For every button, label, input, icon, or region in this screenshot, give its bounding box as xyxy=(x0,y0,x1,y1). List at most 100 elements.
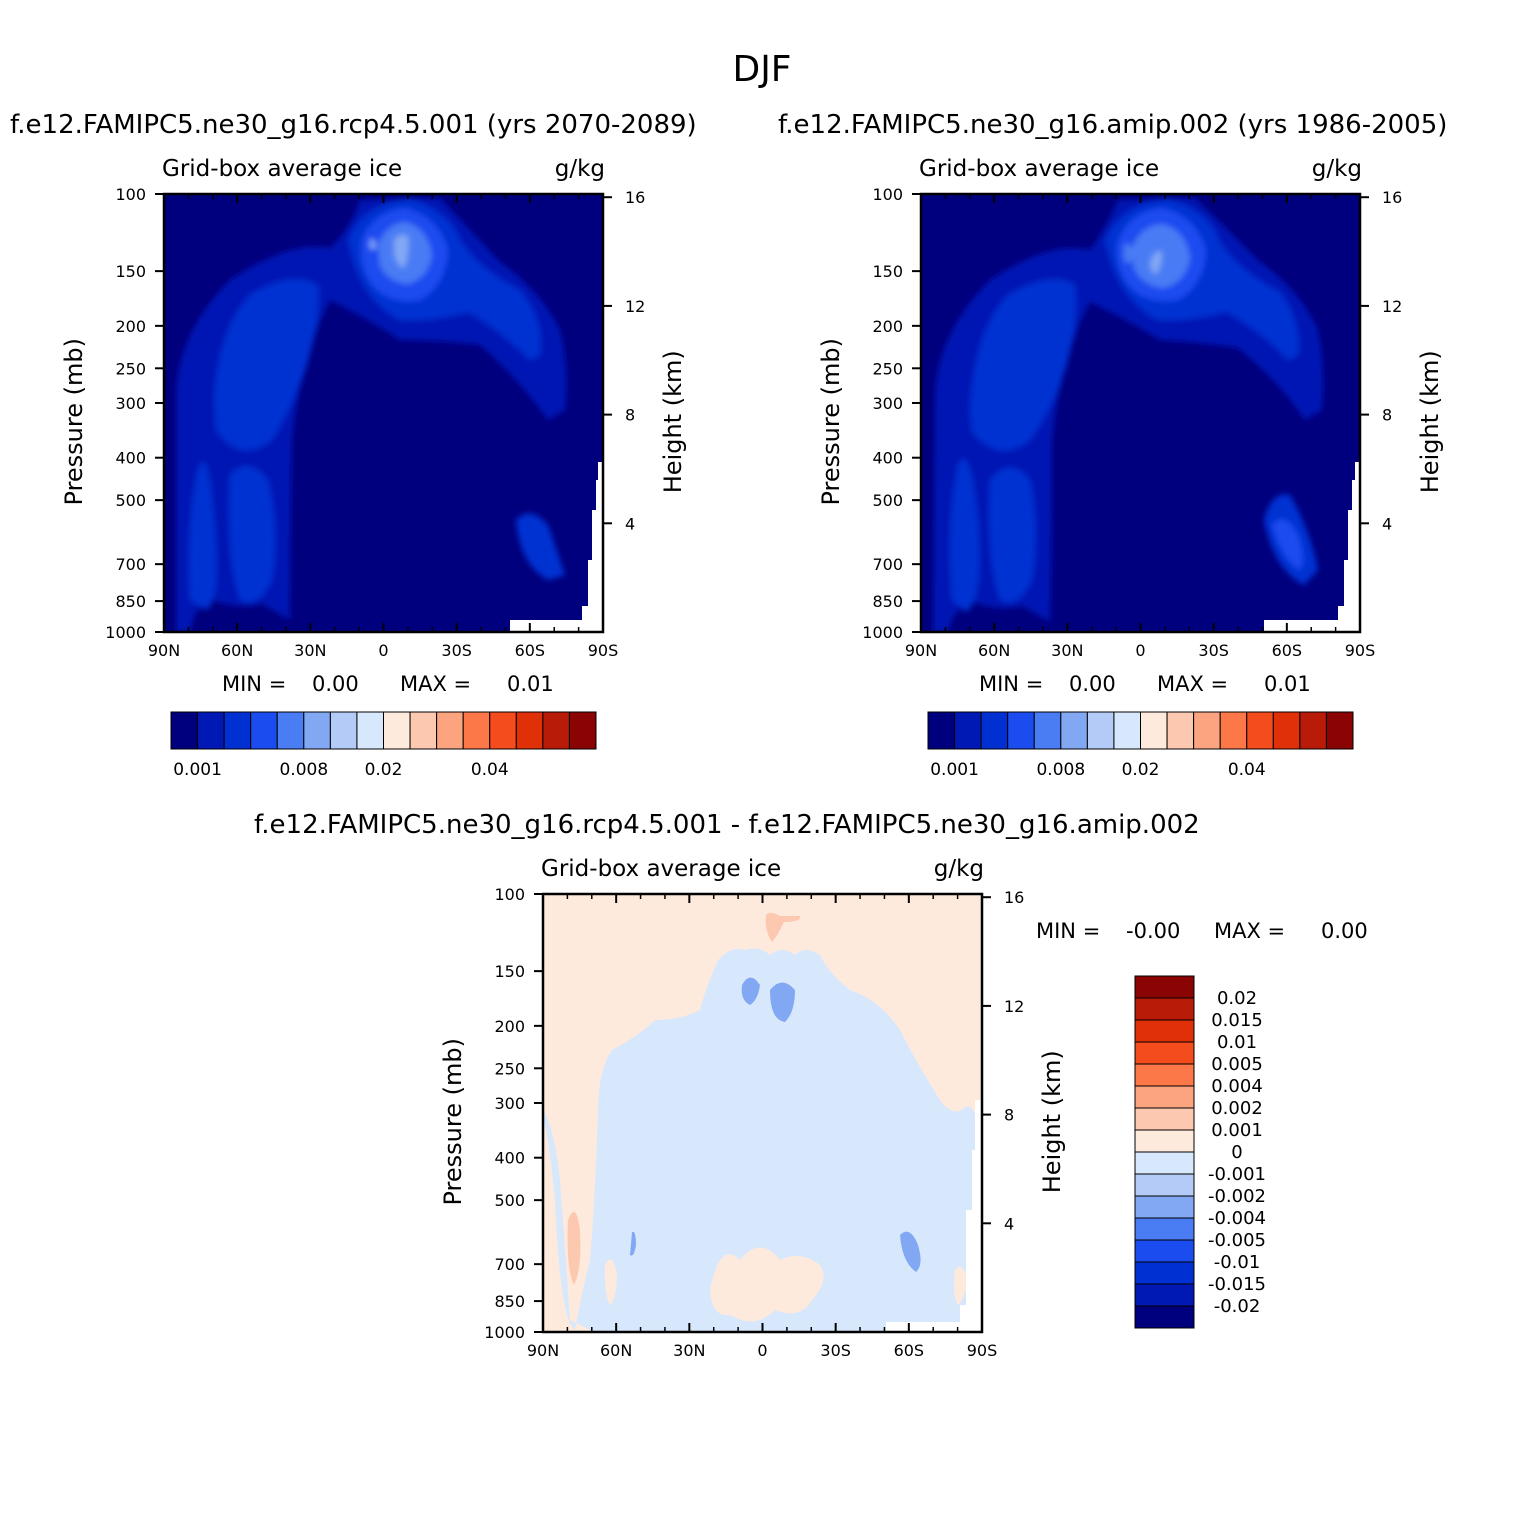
colorbar-swatch xyxy=(1134,1195,1195,1219)
colorbar-swatch xyxy=(1134,1019,1195,1043)
y-tick-label: 100 xyxy=(494,885,525,904)
panel-title-control: f.e12.FAMIPC5.ne30_g16.amip.002 (yrs 198… xyxy=(778,110,1448,140)
colorbar-swatch xyxy=(197,711,225,750)
missing-data-mask xyxy=(886,1100,982,1332)
x-tick-label: 60N xyxy=(978,641,1010,660)
field-control xyxy=(921,194,1360,632)
colorbar-tick-label: -0.005 xyxy=(1208,1230,1266,1251)
colorbar-tick-label: 0.005 xyxy=(1211,1054,1263,1075)
x-tick-label: 30N xyxy=(673,1341,705,1360)
y-tick-label: 850 xyxy=(872,592,903,611)
min-label: MIN = xyxy=(1036,919,1100,943)
y-tick-label: 700 xyxy=(494,1255,525,1274)
colorbar-swatch xyxy=(223,711,252,750)
x-tick-label: 60N xyxy=(600,1341,632,1360)
x-tick-label: 0 xyxy=(757,1341,767,1360)
x-tick-label: 90N xyxy=(527,1341,559,1360)
x-tick-label: 30S xyxy=(820,1341,851,1360)
colorbar-swatch xyxy=(1033,711,1062,750)
x-tick-label: 30S xyxy=(441,641,472,660)
y2-axis-title: Height (km) xyxy=(1416,350,1444,493)
colorbar-swatch xyxy=(1219,711,1248,750)
colorbar-tick-label: 0.002 xyxy=(1211,1098,1263,1119)
y2-tick-label: 12 xyxy=(625,297,645,316)
colorbar-tick-label: -0.002 xyxy=(1208,1186,1266,1207)
variable-label: Grid-box average ice xyxy=(541,856,781,882)
y-tick-label: 500 xyxy=(494,1191,525,1210)
y-tick-label: 400 xyxy=(872,449,903,468)
y-axis-title: Pressure (mb) xyxy=(439,1038,467,1205)
min-label: MIN = xyxy=(222,672,286,696)
colorbar-difference: 0.020.0150.010.0050.0040.0020.0010-0.001… xyxy=(1134,975,1266,1329)
colorbar-swatch xyxy=(489,711,517,750)
colorbar-tick-label: 0.04 xyxy=(471,760,509,780)
colorbar-swatch xyxy=(1166,711,1195,750)
colorbar-tick-label: -0.001 xyxy=(1208,1164,1266,1185)
colorbar-swatch xyxy=(383,711,411,750)
colorbar-swatch xyxy=(1134,1305,1195,1329)
y-axis-title: Pressure (mb) xyxy=(817,338,845,505)
y-tick-label: 150 xyxy=(494,962,525,981)
colorbar-tick-label: 0.02 xyxy=(1217,988,1257,1009)
y-tick-label: 400 xyxy=(115,449,146,468)
max-label: MAX = xyxy=(1214,919,1285,943)
colorbar-swatch xyxy=(1193,711,1221,750)
max-value: 0.01 xyxy=(1264,672,1311,696)
y-tick-label: 850 xyxy=(115,592,146,611)
colorbar-swatch xyxy=(1007,711,1035,750)
x-tick-label: 30N xyxy=(294,641,326,660)
y2-tick-label: 8 xyxy=(1382,406,1392,425)
panel-title-difference: f.e12.FAMIPC5.ne30_g16.rcp4.5.001 - f.e1… xyxy=(254,810,1200,840)
y-tick-label: 150 xyxy=(872,262,903,281)
colorbar-control: 0.001 0.008 0.02 0.04 xyxy=(927,711,1354,780)
y-tick-label: 200 xyxy=(872,317,903,336)
panel-title-case: f.e12.FAMIPC5.ne30_g16.rcp4.5.001 (yrs 2… xyxy=(10,110,697,140)
x-tick-label: 60S xyxy=(894,1341,925,1360)
y2-tick-label: 16 xyxy=(1382,188,1402,207)
plot-axes-difference: 90N 60N 30N 0 30S 60S 90S 100 150 200 250 300 400 500… xyxy=(439,856,1368,1360)
y-tick-label: 1000 xyxy=(484,1323,525,1342)
colorbar-swatch xyxy=(436,711,464,750)
colorbar-swatch xyxy=(542,711,570,750)
y-tick-label: 250 xyxy=(872,359,903,378)
y-tick-label: 250 xyxy=(494,1059,525,1078)
plot-axes-control: 90N 60N 30N 0 30S 60S 90S 100 150 200 250 300 400 500… xyxy=(817,156,1444,696)
colorbar-tick-label: 0.02 xyxy=(1122,760,1160,780)
colorbar-swatch xyxy=(1134,975,1195,999)
units-label: g/kg xyxy=(555,156,605,182)
colorbar-tick-label: 0.01 xyxy=(1217,1032,1257,1053)
colorbar-swatch xyxy=(1134,1151,1195,1175)
y-tick-label: 150 xyxy=(115,262,146,281)
colorbar-swatch xyxy=(568,711,597,750)
colorbar-swatch xyxy=(1134,997,1195,1021)
y-tick-label: 500 xyxy=(872,491,903,510)
max-value: 0.01 xyxy=(507,672,554,696)
colorbar-swatch xyxy=(1134,1261,1195,1285)
max-value: 0.00 xyxy=(1321,919,1368,943)
colorbar-tick-label: 0.015 xyxy=(1211,1010,1263,1031)
field-case xyxy=(164,194,603,632)
y-tick-label: 300 xyxy=(872,394,903,413)
x-tick-label: 0 xyxy=(378,641,388,660)
colorbar-swatch xyxy=(1134,1041,1195,1065)
colorbar-tick-label: -0.02 xyxy=(1214,1296,1261,1317)
y-tick-label: 700 xyxy=(872,555,903,574)
x-tick-label: 0 xyxy=(1135,641,1145,660)
y2-tick-label: 16 xyxy=(625,188,645,207)
colorbar-swatch xyxy=(1086,711,1115,750)
colorbar-swatch xyxy=(250,711,278,750)
y2-tick-label: 16 xyxy=(1004,888,1024,907)
colorbar-swatch xyxy=(1134,1085,1195,1109)
colorbar-swatch xyxy=(170,711,199,750)
units-label: g/kg xyxy=(934,856,984,882)
colorbar-tick-label: 0.001 xyxy=(173,760,222,780)
colorbar-tick-label: 0.02 xyxy=(365,760,403,780)
y-tick-label: 500 xyxy=(115,491,146,510)
colorbar-tick-label: 0.008 xyxy=(1036,760,1085,780)
colorbar-swatch xyxy=(276,711,305,750)
field-difference xyxy=(543,894,982,1332)
min-value: -0.00 xyxy=(1126,919,1180,943)
colorbar-tick-label: 0.008 xyxy=(279,760,328,780)
y-tick-label: 100 xyxy=(872,185,903,204)
colorbar-swatch xyxy=(1140,711,1168,750)
